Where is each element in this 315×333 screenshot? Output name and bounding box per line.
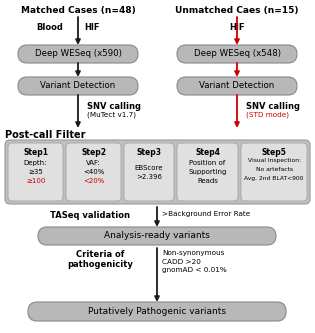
- Text: Step5: Step5: [261, 148, 286, 157]
- Text: HIF: HIF: [229, 24, 245, 33]
- Text: Non-synonymous
CADD >20
gnomAD < 0.01%: Non-synonymous CADD >20 gnomAD < 0.01%: [162, 250, 227, 273]
- Text: Step2: Step2: [81, 148, 106, 157]
- Text: Deep WESeq (x548): Deep WESeq (x548): [193, 50, 280, 59]
- Text: Depth:: Depth:: [24, 160, 47, 166]
- Text: Step1: Step1: [23, 148, 48, 157]
- Text: No artefacts: No artefacts: [255, 167, 293, 172]
- Text: <40%: <40%: [83, 169, 104, 175]
- Text: Step3: Step3: [136, 148, 162, 157]
- Text: Position of: Position of: [189, 160, 226, 166]
- FancyBboxPatch shape: [66, 143, 121, 201]
- Text: Matched Cases (n=48): Matched Cases (n=48): [20, 6, 135, 15]
- Text: (MuTect v1.7): (MuTect v1.7): [87, 112, 136, 119]
- FancyBboxPatch shape: [28, 302, 286, 321]
- FancyBboxPatch shape: [177, 45, 297, 63]
- Text: HIF: HIF: [84, 24, 100, 33]
- FancyBboxPatch shape: [18, 77, 138, 95]
- Text: Criteria of
pathogenicity: Criteria of pathogenicity: [67, 250, 133, 269]
- Text: <20%: <20%: [83, 178, 104, 184]
- Text: SNV calling: SNV calling: [87, 102, 141, 111]
- Text: >2.396: >2.396: [136, 174, 162, 180]
- FancyBboxPatch shape: [177, 77, 297, 95]
- Text: Variant Detection: Variant Detection: [199, 82, 275, 91]
- Text: Reads: Reads: [197, 178, 218, 184]
- Text: Deep WESeq (x590): Deep WESeq (x590): [35, 50, 122, 59]
- Text: Unmatched Caes (n=15): Unmatched Caes (n=15): [175, 6, 299, 15]
- Text: SNV calling: SNV calling: [246, 102, 300, 111]
- FancyBboxPatch shape: [38, 227, 276, 245]
- Text: Variant Detection: Variant Detection: [40, 82, 116, 91]
- Text: EBScore: EBScore: [135, 165, 163, 171]
- Text: Blood: Blood: [36, 24, 63, 33]
- FancyBboxPatch shape: [18, 45, 138, 63]
- Text: Analysis-ready variants: Analysis-ready variants: [104, 231, 210, 240]
- Text: >Background Error Rate: >Background Error Rate: [162, 211, 250, 217]
- Text: Visual Inspection:: Visual Inspection:: [248, 158, 301, 163]
- FancyBboxPatch shape: [241, 143, 307, 201]
- FancyBboxPatch shape: [124, 143, 174, 201]
- FancyBboxPatch shape: [177, 143, 238, 201]
- Text: ≥100: ≥100: [26, 178, 45, 184]
- FancyBboxPatch shape: [5, 140, 310, 204]
- Text: Step4: Step4: [195, 148, 220, 157]
- FancyBboxPatch shape: [8, 143, 63, 201]
- Text: Putatively Pathogenic variants: Putatively Pathogenic variants: [88, 306, 226, 315]
- Text: Avg. 2nd BLAT<900: Avg. 2nd BLAT<900: [244, 176, 304, 181]
- Text: (STD mode): (STD mode): [246, 112, 289, 119]
- Text: ≥35: ≥35: [28, 169, 43, 175]
- Text: TASeq validation: TASeq validation: [50, 211, 130, 220]
- Text: Supporting: Supporting: [188, 169, 227, 175]
- Text: VAF:: VAF:: [86, 160, 101, 166]
- Text: Post-call Filter: Post-call Filter: [5, 130, 85, 140]
